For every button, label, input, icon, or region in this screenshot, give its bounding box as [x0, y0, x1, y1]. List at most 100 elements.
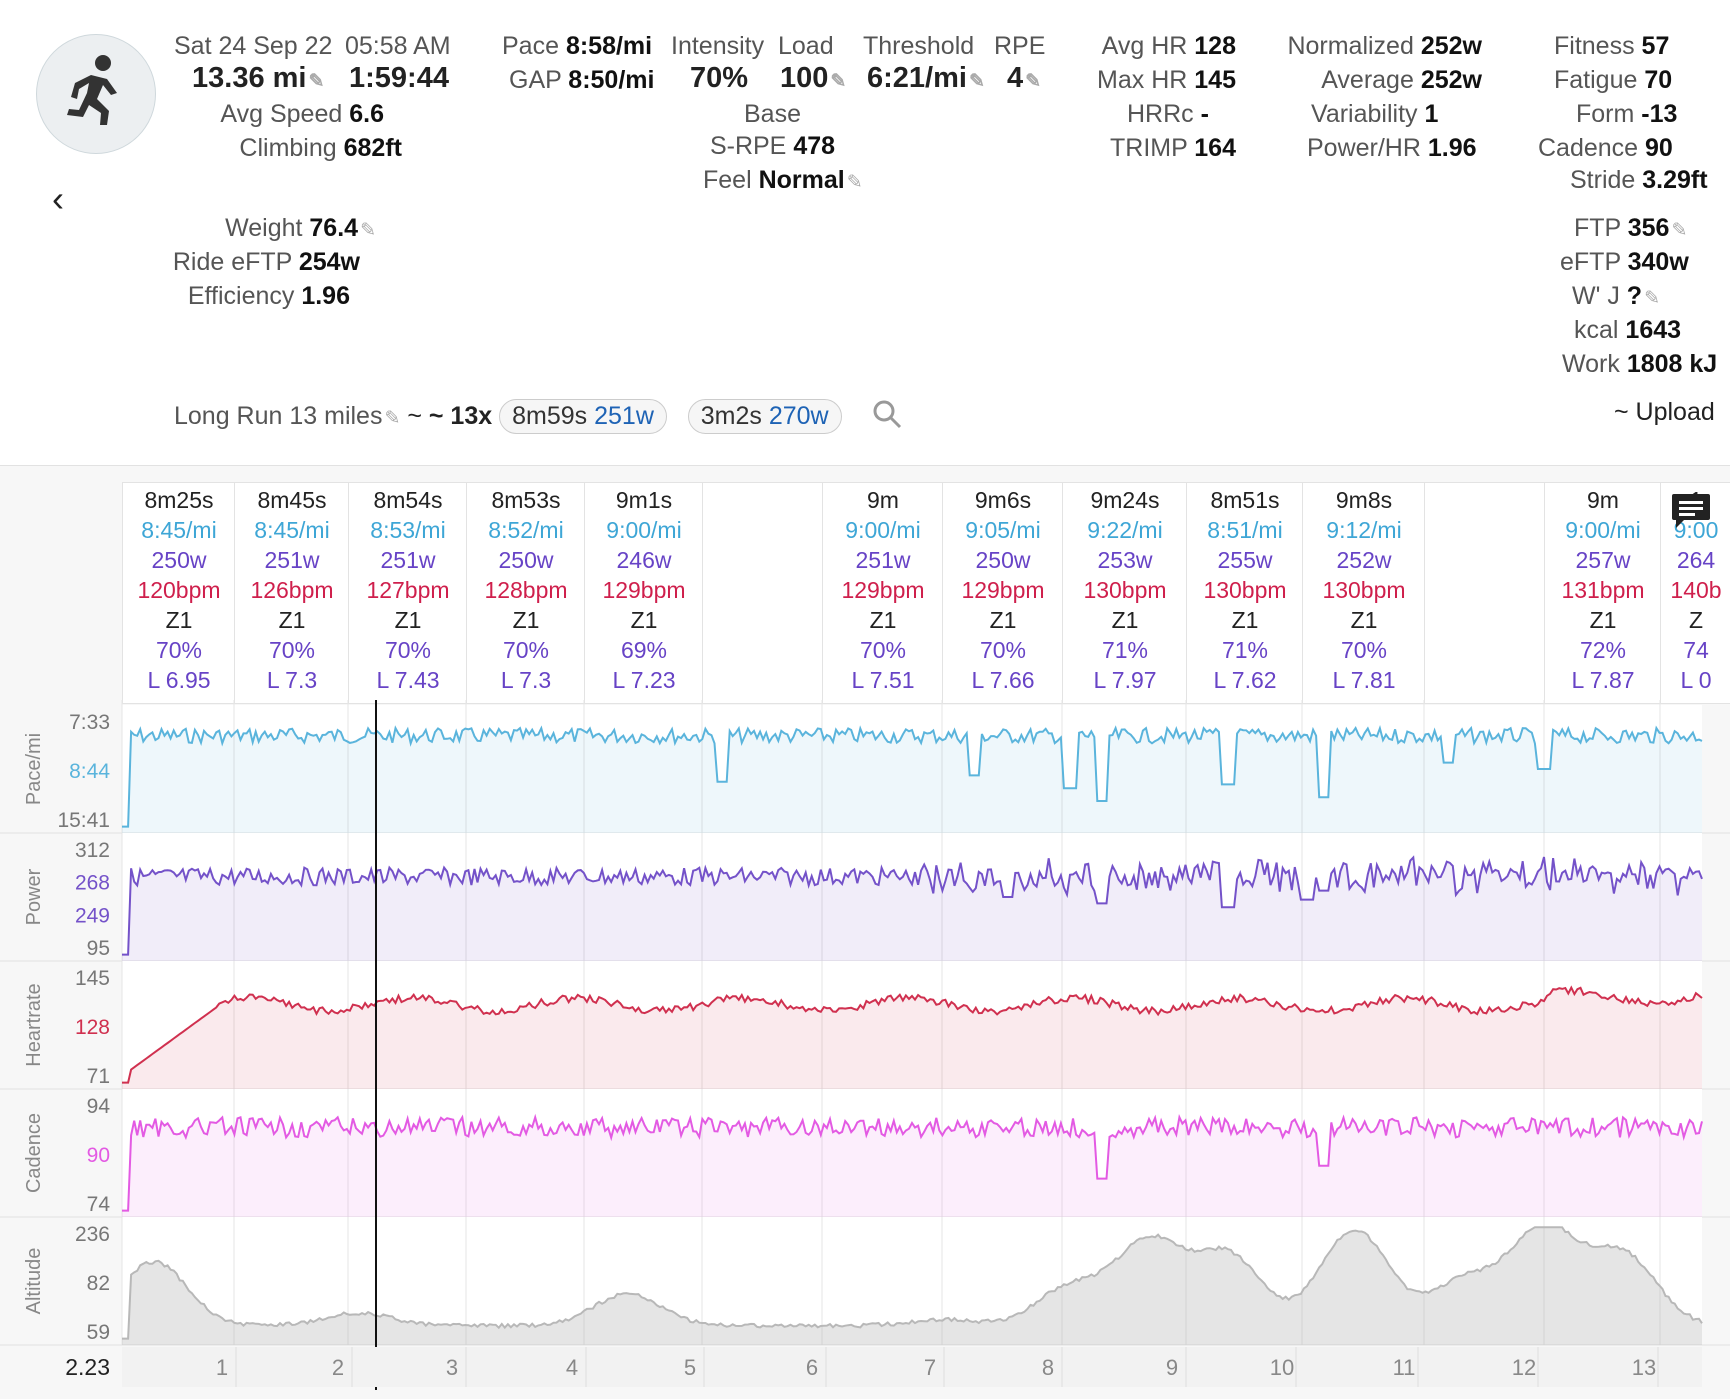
- rpe-value[interactable]: 4 ✎: [1007, 62, 1042, 94]
- chart-panel-bg: [122, 961, 1702, 1089]
- load-value[interactable]: 100 ✎: [780, 62, 847, 94]
- lap-load: L 7.62: [1213, 667, 1277, 693]
- srpe: S-RPE 478: [709, 132, 836, 160]
- lap-power: 250w: [151, 547, 207, 573]
- lap-zone: Z1: [512, 607, 540, 633]
- normalized-power: Normalized 252w: [1287, 32, 1482, 60]
- lap-time: 9m1s: [615, 487, 673, 513]
- search-icon[interactable]: [871, 398, 903, 437]
- y-tick-label: 94: [87, 1095, 111, 1118]
- x-tick-label: 11: [1393, 1355, 1416, 1380]
- back-chevron-icon[interactable]: ‹: [52, 178, 64, 219]
- lap-hr: 130bpm: [1322, 577, 1406, 603]
- edit-icon[interactable]: ✎: [384, 408, 401, 430]
- lap-power: 251w: [380, 547, 436, 573]
- lap-cell[interactable]: 9m 9:00/mi 251w 129bpm Z1 70% L 7.51: [822, 482, 944, 704]
- series-line: [122, 724, 1703, 828]
- axis-title: Heartrate: [23, 983, 45, 1066]
- y-tick-label: 249: [75, 904, 110, 927]
- feel[interactable]: Feel Normal ✎: [703, 166, 863, 194]
- x-tick-label: 12: [1512, 1355, 1536, 1380]
- w-prime[interactable]: W' J ? ✎: [1572, 282, 1660, 310]
- lap-cell[interactable]: 9m8s 9:12/mi 252w 130bpm Z1 70% L 7.81: [1302, 482, 1426, 704]
- interval-chip-1[interactable]: 8m59s 251w: [499, 399, 667, 435]
- lap-cell[interactable]: 9m6s 9:05/mi 250w 129bpm Z1 70% L 7.66: [942, 482, 1064, 704]
- lap-cell[interactable]: 8m45s 8:45/mi 251w 126bpm Z1 70% L 7.3: [234, 482, 350, 704]
- edit-icon[interactable]: ✎: [1644, 288, 1660, 309]
- lap-hr: 126bpm: [250, 577, 334, 603]
- lap-pace: 9:00/mi: [845, 517, 921, 543]
- weight[interactable]: Weight 76.4 ✎: [225, 214, 376, 242]
- lap-pace: 9:00/mi: [1565, 517, 1641, 543]
- y-tick-label: 312: [75, 839, 110, 862]
- lap-load: L 7.97: [1093, 667, 1157, 693]
- lap-cell[interactable]: 9m1s 9:00/mi 246w 129bpm Z1 69% L 7.23: [584, 482, 704, 704]
- lap-load: L 7.81: [1332, 667, 1396, 693]
- lap-hr: 129bpm: [961, 577, 1045, 603]
- running-icon: [67, 55, 117, 125]
- hrrc: HRRc -: [1127, 100, 1209, 128]
- edit-icon[interactable]: ✎: [968, 71, 985, 92]
- lap-load: L 7.3: [500, 667, 552, 693]
- rpe-label: RPE: [994, 32, 1046, 60]
- lap-pct: 70%: [155, 637, 203, 663]
- stride: Stride 3.29ft: [1570, 166, 1708, 194]
- lap-time: 8m51s: [1210, 487, 1280, 513]
- lap-cell[interactable]: 8m54s 8:53/mi 251w 127bpm Z1 70% L 7.43: [348, 482, 468, 704]
- load-label: Load: [778, 32, 834, 60]
- lap-zone: Z1: [394, 607, 422, 633]
- lap-cell[interactable]: [702, 482, 824, 704]
- fatigue: Fatigue 70: [1554, 66, 1673, 94]
- threshold-value[interactable]: 6:21/mi ✎: [867, 62, 985, 94]
- lap-pct: 70%: [502, 637, 550, 663]
- y-tick-label: 82: [87, 1272, 110, 1295]
- lap-power: 252w: [1336, 547, 1392, 573]
- x-tick-label: 5: [684, 1355, 696, 1380]
- activity-name-row: Long Run 13 miles ✎ ~ ~ 13x 8m59s 251w 3m…: [174, 398, 903, 437]
- ftp[interactable]: FTP 356 ✎: [1574, 214, 1688, 242]
- lap-pace: 9:05/mi: [965, 517, 1041, 543]
- lap-cell[interactable]: [1424, 482, 1546, 704]
- pace: Pace 8:58/mi: [502, 32, 653, 60]
- lap-load: L 6.95: [147, 667, 211, 693]
- comment-icon[interactable]: [1670, 492, 1712, 530]
- series-area: [122, 1117, 1702, 1217]
- x-tick-label: 1: [216, 1355, 228, 1380]
- lap-load: L 7.3: [266, 667, 318, 693]
- lap-hr: 130bpm: [1083, 577, 1167, 603]
- lap-zone: Z1: [1231, 607, 1259, 633]
- y-tick-label: 128: [75, 1016, 110, 1039]
- lap-hr: 120bpm: [137, 577, 221, 603]
- lap-pct: 71%: [1101, 637, 1149, 663]
- lap-cell[interactable]: 9m 9:00/mi 257w 131bpm Z1 72% L 7.87: [1544, 482, 1662, 704]
- x-tick-label: 9: [1166, 1355, 1178, 1380]
- edit-icon[interactable]: ✎: [830, 71, 847, 92]
- activity-charts[interactable]: Pace/mi7:338:4415:41Power31226824995Hear…: [0, 700, 1730, 1398]
- lap-zone: Z1: [1111, 607, 1139, 633]
- lap-time: 8m53s: [491, 487, 561, 513]
- lap-cell[interactable]: 9m24s 9:22/mi 253w 130bpm Z1 71% L 7.97: [1062, 482, 1188, 704]
- activity-name[interactable]: Long Run 13 miles: [174, 402, 383, 431]
- lap-power: 257w: [1575, 547, 1631, 573]
- y-tick-label: 268: [75, 872, 110, 895]
- lap-cell[interactable]: 8m51s 8:51/mi 255w 130bpm Z1 71% L 7.62: [1186, 482, 1304, 704]
- fitness: Fitness 57: [1554, 32, 1670, 60]
- eftp: eFTP 340w: [1560, 248, 1689, 276]
- distance-value[interactable]: 13.36 mi ✎: [192, 62, 325, 94]
- activity-type-avatar[interactable]: [36, 34, 156, 154]
- edit-icon[interactable]: ✎: [846, 172, 863, 193]
- max-hr: Max HR 145: [1097, 66, 1236, 94]
- edit-icon[interactable]: ✎: [1025, 71, 1042, 92]
- edit-icon[interactable]: ✎: [308, 71, 325, 92]
- series-line: [122, 1113, 1703, 1212]
- upload-link[interactable]: ~ Upload: [1614, 398, 1715, 426]
- lap-zone: Z1: [869, 607, 897, 633]
- edit-icon[interactable]: ✎: [360, 220, 376, 241]
- interval-chip-2[interactable]: 3m2s 270w: [687, 399, 842, 435]
- lap-cell[interactable]: 8m25s 8:45/mi 250w 120bpm Z1 70% L 6.95: [122, 482, 236, 704]
- lap-zone: Z1: [989, 607, 1017, 633]
- edit-icon[interactable]: ✎: [1671, 220, 1688, 241]
- lap-cell[interactable]: 8m53s 8:52/mi 250w 128bpm Z1 70% L 7.3: [466, 482, 586, 704]
- lap-pace: 9:00/mi: [606, 517, 682, 543]
